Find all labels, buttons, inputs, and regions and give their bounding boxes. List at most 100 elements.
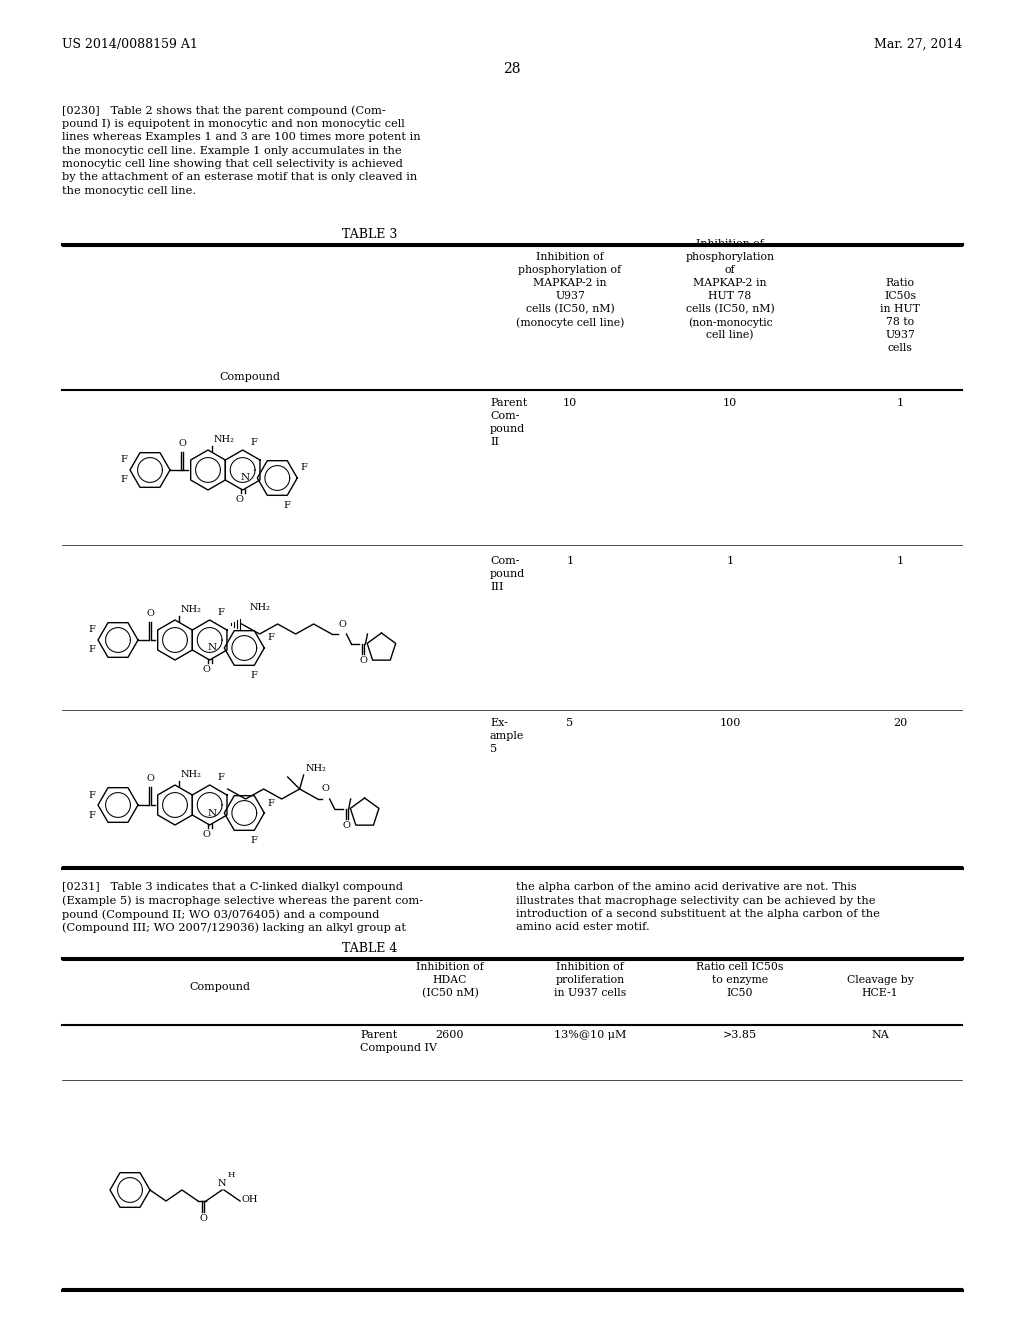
Text: O: O <box>359 656 368 665</box>
Text: U937: U937 <box>885 330 914 341</box>
Text: F: F <box>267 634 274 643</box>
Text: O: O <box>339 620 346 630</box>
Text: O: O <box>203 665 211 675</box>
Text: cell line): cell line) <box>707 330 754 341</box>
Text: F: F <box>267 799 274 808</box>
Text: 1: 1 <box>896 399 903 408</box>
Text: in HUT: in HUT <box>880 304 920 314</box>
Text: N: N <box>218 1179 226 1188</box>
Text: O: O <box>146 774 154 783</box>
Text: the alpha carbon of the amino acid derivative are not. This: the alpha carbon of the amino acid deriv… <box>516 882 857 892</box>
Text: [0231]   Table 3 indicates that a C-linked dialkyl compound: [0231] Table 3 indicates that a C-linked… <box>62 882 403 892</box>
Text: F: F <box>251 438 257 447</box>
Text: Inhibition of: Inhibition of <box>556 962 624 972</box>
Text: Inhibition of: Inhibition of <box>696 239 764 249</box>
Text: F: F <box>88 645 95 655</box>
Text: proliferation: proliferation <box>555 975 625 985</box>
Text: 78 to: 78 to <box>886 317 914 327</box>
Text: N: N <box>240 474 249 483</box>
Text: IC50s: IC50s <box>884 290 916 301</box>
Text: phosphorylation: phosphorylation <box>685 252 774 261</box>
Text: HDAC: HDAC <box>433 975 467 985</box>
Text: [0230]   Table 2 shows that the parent compound (Com-: [0230] Table 2 shows that the parent com… <box>62 106 386 116</box>
Text: TABLE 4: TABLE 4 <box>342 942 397 954</box>
Text: Com-: Com- <box>490 411 519 421</box>
Text: IC50: IC50 <box>727 987 754 998</box>
Text: N: N <box>207 808 216 817</box>
Text: monocytic cell line showing that cell selectivity is achieved: monocytic cell line showing that cell se… <box>62 158 402 169</box>
Text: ample: ample <box>490 731 524 741</box>
Text: F: F <box>120 455 127 465</box>
Text: pound (Compound II; WO 03/076405) and a compound: pound (Compound II; WO 03/076405) and a … <box>62 909 379 920</box>
Text: NH₂: NH₂ <box>214 436 234 444</box>
Text: US 2014/0088159 A1: US 2014/0088159 A1 <box>62 38 198 51</box>
Text: pound I) is equipotent in monocytic and non monocytic cell: pound I) is equipotent in monocytic and … <box>62 119 404 129</box>
Text: 1: 1 <box>726 556 733 566</box>
Text: TABLE 3: TABLE 3 <box>342 228 397 242</box>
Text: 1: 1 <box>896 556 903 566</box>
Text: O: O <box>199 1214 207 1224</box>
Text: 10: 10 <box>723 399 737 408</box>
Text: >3.85: >3.85 <box>723 1030 757 1040</box>
Text: Inhibition of: Inhibition of <box>416 962 484 972</box>
Text: lines whereas Examples 1 and 3 are 100 times more potent in: lines whereas Examples 1 and 3 are 100 t… <box>62 132 421 143</box>
Text: NH₂: NH₂ <box>250 603 270 612</box>
Text: O: O <box>343 821 350 830</box>
Text: Cleavage by: Cleavage by <box>847 975 913 985</box>
Text: O: O <box>146 609 154 618</box>
Text: 5: 5 <box>566 718 573 729</box>
Text: Ratio cell IC50s: Ratio cell IC50s <box>696 962 783 972</box>
Text: by the attachment of an esterase motif that is only cleaved in: by the attachment of an esterase motif t… <box>62 173 417 182</box>
Text: to enzyme: to enzyme <box>712 975 768 985</box>
Text: NH₂: NH₂ <box>305 764 327 774</box>
Text: NH₂: NH₂ <box>181 770 202 779</box>
Text: MAPKAP-2 in: MAPKAP-2 in <box>534 279 607 288</box>
Text: cells (IC50, nM): cells (IC50, nM) <box>686 304 774 314</box>
Text: HCE-1: HCE-1 <box>861 987 898 998</box>
Text: (monocyte cell line): (monocyte cell line) <box>516 317 625 327</box>
Text: 5: 5 <box>490 744 497 754</box>
Text: U937: U937 <box>555 290 585 301</box>
Text: Mar. 27, 2014: Mar. 27, 2014 <box>873 38 962 51</box>
Text: the monocytic cell line. Example 1 only accumulates in the: the monocytic cell line. Example 1 only … <box>62 145 401 156</box>
Text: (IC50 nM): (IC50 nM) <box>422 987 478 998</box>
Text: NH₂: NH₂ <box>181 605 202 614</box>
Text: (non-monocytic: (non-monocytic <box>688 317 772 327</box>
Text: F: F <box>88 791 95 800</box>
Text: III: III <box>490 582 504 591</box>
Text: the monocytic cell line.: the monocytic cell line. <box>62 186 197 195</box>
Text: Compound: Compound <box>219 372 281 381</box>
Text: in U937 cells: in U937 cells <box>554 987 626 998</box>
Text: HUT 78: HUT 78 <box>709 290 752 301</box>
Text: of: of <box>725 265 735 275</box>
Text: F: F <box>88 626 95 635</box>
Text: phosphorylation of: phosphorylation of <box>518 265 622 275</box>
Text: (Example 5) is macrophage selective whereas the parent com-: (Example 5) is macrophage selective wher… <box>62 895 423 906</box>
Text: NA: NA <box>871 1030 889 1040</box>
Text: F: F <box>218 609 224 616</box>
Text: OH: OH <box>242 1195 258 1204</box>
Text: Ratio: Ratio <box>886 279 914 288</box>
Text: pound: pound <box>490 424 525 434</box>
Text: MAPKAP-2 in: MAPKAP-2 in <box>693 279 767 288</box>
Text: O: O <box>203 830 211 840</box>
Text: Compound IV: Compound IV <box>360 1043 437 1053</box>
Text: Ex-: Ex- <box>490 718 508 729</box>
Text: F: F <box>300 463 307 473</box>
Text: Parent: Parent <box>490 399 527 408</box>
Text: O: O <box>178 440 186 447</box>
Text: F: F <box>120 475 127 484</box>
Text: O: O <box>236 495 244 504</box>
Text: F: F <box>250 671 257 680</box>
Text: cells (IC50, nM): cells (IC50, nM) <box>525 304 614 314</box>
Text: 2600: 2600 <box>436 1030 464 1040</box>
Text: F: F <box>88 810 95 820</box>
Text: H: H <box>228 1171 236 1179</box>
Text: F: F <box>250 836 257 845</box>
Text: illustrates that macrophage selectivity can be achieved by the: illustrates that macrophage selectivity … <box>516 895 876 906</box>
Text: N: N <box>207 644 216 652</box>
Text: introduction of a second substituent at the alpha carbon of the: introduction of a second substituent at … <box>516 909 880 919</box>
Text: O: O <box>322 784 330 793</box>
Text: (Compound III; WO 2007/129036) lacking an alkyl group at: (Compound III; WO 2007/129036) lacking a… <box>62 923 406 933</box>
Text: cells: cells <box>888 343 912 352</box>
